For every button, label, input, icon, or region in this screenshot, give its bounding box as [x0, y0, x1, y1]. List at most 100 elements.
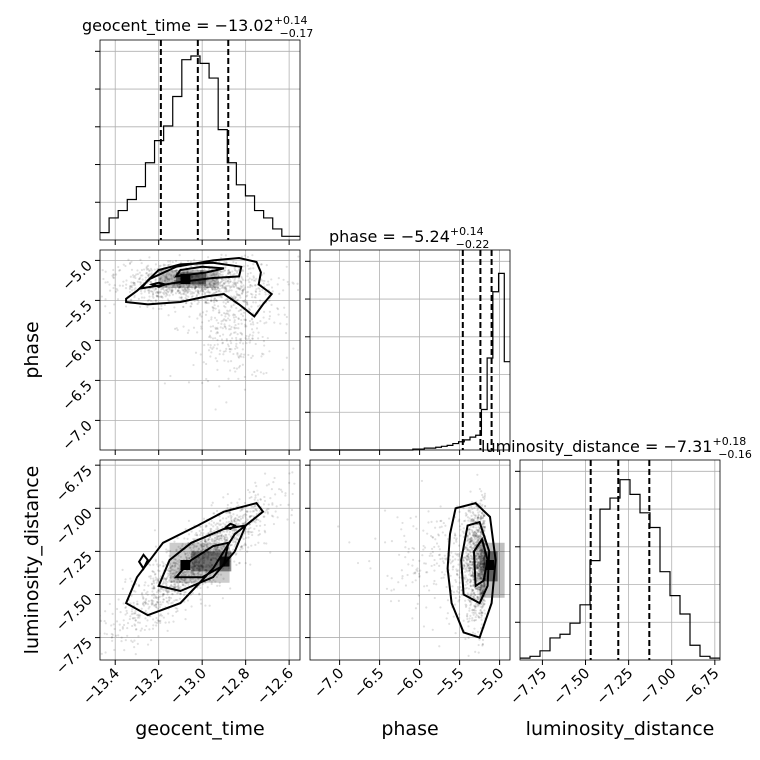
sample-point [234, 517, 237, 520]
sample-point [209, 558, 212, 561]
sample-point [481, 512, 484, 515]
sample-point [170, 277, 173, 280]
sample-point [479, 535, 483, 538]
sample-point [475, 541, 478, 544]
sample-point [414, 579, 417, 582]
sample-point [479, 556, 482, 560]
sample-point [178, 580, 181, 583]
sample-point [210, 504, 213, 507]
sample-point [462, 619, 465, 622]
sample-point [170, 584, 173, 587]
sample-point [233, 366, 236, 370]
sample-point [220, 338, 224, 341]
sample-point [155, 616, 158, 620]
sample-point [167, 590, 170, 594]
sample-point [263, 523, 266, 527]
sample-point [216, 368, 219, 371]
sample-point [197, 567, 200, 570]
sample-point [471, 617, 474, 620]
sample-point [226, 492, 229, 496]
sample-point [138, 305, 142, 308]
sample-point [197, 285, 201, 288]
sample-point [218, 519, 222, 523]
sample-point [280, 490, 284, 493]
sample-point [479, 572, 482, 575]
sample-point [225, 297, 229, 301]
sample-point [152, 586, 156, 589]
sample-point [154, 263, 157, 266]
sample-point [174, 607, 177, 610]
sample-point [472, 575, 475, 579]
sample-point [230, 306, 233, 309]
sample-point [466, 582, 469, 585]
sample-point [151, 618, 155, 621]
sample-point [229, 332, 233, 335]
sample-point [480, 550, 483, 554]
sample-point [232, 303, 235, 307]
sample-point [150, 582, 154, 585]
sample-point [469, 592, 472, 595]
sample-point [233, 519, 236, 522]
sample-point [164, 621, 167, 624]
sample-point [152, 579, 155, 582]
sample-point [143, 296, 146, 299]
sample-point [180, 574, 183, 577]
sample-point [187, 285, 190, 288]
sample-point [228, 549, 232, 553]
sample-point [461, 558, 465, 561]
sample-point [478, 565, 481, 569]
sample-point [219, 546, 222, 549]
sample-point [468, 617, 471, 620]
sample-point [448, 622, 451, 625]
sample-point [235, 522, 238, 526]
sample-point [445, 558, 448, 561]
sample-point [465, 546, 468, 549]
sample-point [214, 286, 217, 289]
sample-point [252, 323, 255, 326]
sample-point [173, 565, 176, 568]
sample-point [226, 279, 229, 282]
sample-point [282, 289, 285, 292]
sample-point [401, 521, 404, 525]
sample-point [212, 521, 216, 524]
sample-point [480, 610, 483, 613]
sample-point [407, 547, 410, 550]
sample-point [149, 615, 152, 618]
sample-point [478, 612, 481, 615]
sample-point [110, 632, 113, 636]
sample-point [147, 607, 150, 610]
sample-point [131, 274, 135, 277]
sample-point [207, 349, 211, 352]
sample-point [177, 586, 181, 589]
sample-point [168, 294, 171, 297]
sample-point [476, 556, 479, 559]
sample-point [249, 510, 252, 513]
sample-point [173, 327, 177, 330]
sample-point [469, 614, 472, 618]
sample-point [422, 544, 425, 548]
sample-point [225, 319, 228, 322]
sample-point [145, 602, 148, 605]
sample-point [205, 291, 209, 294]
sample-point [224, 538, 227, 541]
sample-point [477, 534, 480, 538]
sample-point [470, 519, 473, 522]
sample-point [183, 550, 186, 553]
sample-point [167, 263, 170, 267]
sample-point [153, 268, 156, 271]
sample-point [218, 539, 221, 542]
sample-point [244, 513, 247, 516]
sample-point [124, 578, 127, 581]
sample-point [249, 526, 252, 529]
sample-point [397, 599, 400, 602]
sample-point [175, 269, 178, 272]
sample-point [193, 563, 196, 566]
sample-point [459, 528, 462, 531]
sample-point [220, 534, 223, 537]
x-tick-label: −12.6 [254, 666, 297, 709]
sample-point [246, 488, 250, 492]
sample-point [471, 574, 474, 577]
sample-point [442, 576, 445, 579]
sample-point [166, 298, 169, 301]
sample-point [187, 533, 191, 536]
